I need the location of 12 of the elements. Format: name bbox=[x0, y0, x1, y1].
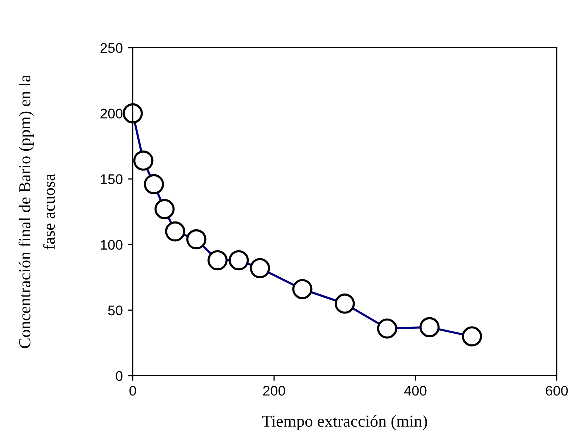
y-tick-label: 100 bbox=[101, 240, 123, 250]
x-tick-label: 0 bbox=[130, 386, 136, 396]
y-axis-title: Concentración final de Bario (ppm) en la fase acuosa bbox=[18, 75, 56, 348]
y-tick-label: 250 bbox=[100, 43, 123, 54]
x-axis-title: Tiempo extracción (min) bbox=[262, 415, 428, 430]
y-tick-label: 0 bbox=[116, 371, 123, 382]
y-tick-label: 50 bbox=[108, 306, 123, 316]
x-tick-label: 200 bbox=[263, 386, 286, 396]
x-tick-label: 400 bbox=[404, 386, 427, 396]
x-tick-label: 600 bbox=[546, 386, 568, 396]
y-tick-label: 150 bbox=[101, 174, 123, 184]
y-tick-label: 200 bbox=[100, 108, 123, 119]
